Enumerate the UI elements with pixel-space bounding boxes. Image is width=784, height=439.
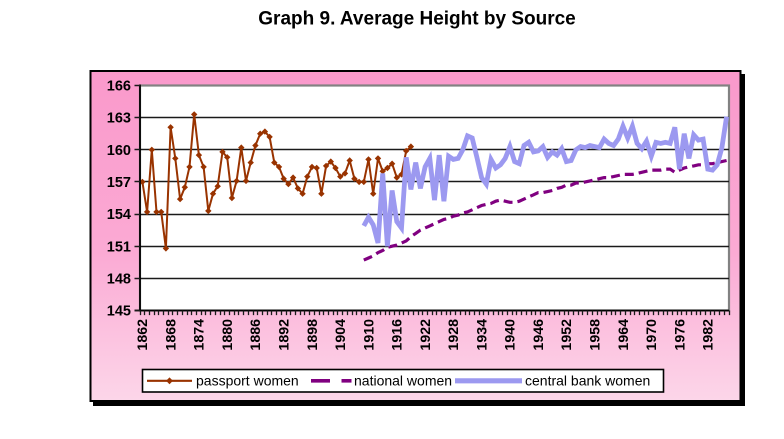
svg-text:154: 154 xyxy=(107,207,131,223)
svg-text:1952: 1952 xyxy=(559,319,575,351)
svg-text:1976: 1976 xyxy=(672,319,688,351)
svg-text:1880: 1880 xyxy=(220,319,236,351)
svg-text:passport women: passport women xyxy=(196,373,299,389)
svg-text:1946: 1946 xyxy=(531,319,547,351)
svg-text:1892: 1892 xyxy=(277,319,293,351)
svg-text:1874: 1874 xyxy=(192,319,208,351)
svg-text:1928: 1928 xyxy=(446,319,462,351)
svg-text:148: 148 xyxy=(107,271,131,287)
svg-text:1862: 1862 xyxy=(135,319,151,351)
svg-text:151: 151 xyxy=(107,239,131,255)
svg-text:1868: 1868 xyxy=(163,319,179,351)
svg-text:1940: 1940 xyxy=(503,319,519,351)
svg-text:1910: 1910 xyxy=(361,319,377,351)
svg-text:1916: 1916 xyxy=(390,319,406,351)
svg-text:1898: 1898 xyxy=(305,319,321,351)
svg-text:1982: 1982 xyxy=(701,319,717,351)
svg-text:national women: national women xyxy=(354,373,452,389)
svg-text:157: 157 xyxy=(107,175,131,191)
svg-text:1886: 1886 xyxy=(248,319,264,351)
svg-text:1964: 1964 xyxy=(616,319,632,351)
svg-text:1934: 1934 xyxy=(474,319,490,351)
svg-text:Graph 9. Average Height by Sou: Graph 9. Average Height by Source xyxy=(258,8,575,29)
svg-text:1922: 1922 xyxy=(418,319,434,351)
svg-text:central bank women: central bank women xyxy=(525,373,650,389)
svg-text:1904: 1904 xyxy=(333,319,349,351)
svg-text:160: 160 xyxy=(107,143,131,159)
svg-text:166: 166 xyxy=(107,79,131,95)
svg-text:163: 163 xyxy=(107,111,131,127)
svg-text:145: 145 xyxy=(107,304,131,320)
svg-text:1958: 1958 xyxy=(588,319,604,351)
svg-text:1970: 1970 xyxy=(644,319,660,351)
